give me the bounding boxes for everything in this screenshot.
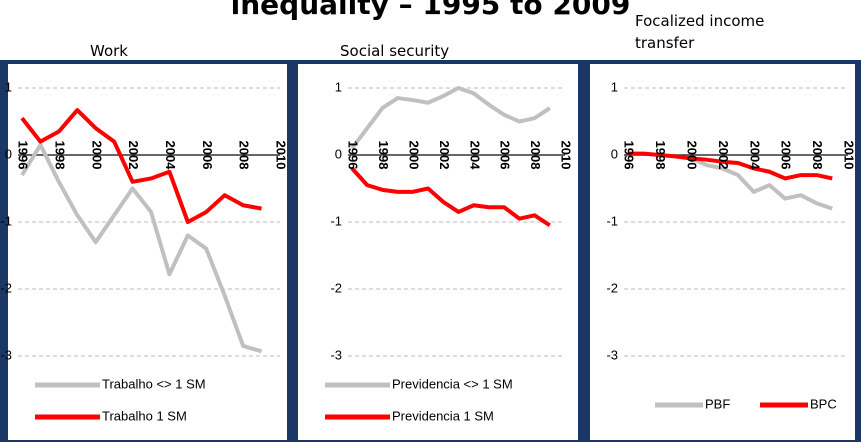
x-tick-label: 2008 [528, 141, 543, 170]
x-tick-label: 1996 [622, 141, 637, 170]
legend-label: Previdencia 1 SM [392, 408, 494, 423]
y-tick-label: -2 [606, 280, 618, 295]
x-tick-label: 2004 [163, 141, 178, 171]
x-tick-label: 2000 [406, 141, 421, 170]
x-tick-label: 2010 [842, 141, 857, 170]
x-tick-label: 2004 [467, 141, 482, 171]
x-tick-label: 1998 [376, 141, 391, 170]
series-line [20, 142, 263, 354]
legend-label: Trabalho 1 SM [102, 408, 187, 423]
y-tick-label: 1 [611, 79, 618, 94]
x-tick-label: 2006 [498, 141, 513, 170]
x-tick-label: 2006 [779, 141, 794, 170]
x-tick-label: 2002 [716, 141, 731, 170]
panel-title: Focalized income transfer [635, 12, 765, 52]
x-tick-label: 1998 [653, 141, 668, 170]
x-tick-label: 2010 [559, 141, 574, 170]
slide-title: inequality – 1995 to 2009 [230, 0, 631, 21]
series-line [350, 167, 551, 228]
x-tick-label: 2000 [89, 141, 104, 170]
panel-title: Social security [340, 42, 450, 60]
series-line [350, 86, 551, 150]
y-tick-label: 0 [5, 146, 12, 161]
legend-label: BPC [810, 396, 837, 411]
x-tick-label: 2000 [684, 141, 699, 170]
y-tick-label: -2 [0, 280, 12, 295]
series-line [20, 108, 262, 224]
legend-label: PBF [705, 396, 730, 411]
y-tick-label: -1 [606, 213, 618, 228]
legend-label: Trabalho <> 1 SM [102, 376, 206, 391]
x-tick-label: 1998 [52, 141, 67, 170]
y-tick-label: -3 [0, 347, 12, 362]
panel [298, 64, 578, 440]
x-tick-label: 1996 [346, 141, 361, 170]
y-tick-label: -1 [330, 213, 342, 228]
panel-title: Work [90, 42, 128, 60]
x-tick-label: 2002 [437, 141, 452, 170]
legend-label: Previdencia <> 1 SM [392, 376, 513, 391]
y-tick-label: -3 [330, 347, 342, 362]
x-tick-label: 1996 [16, 141, 31, 170]
y-tick-label: -2 [330, 280, 342, 295]
panel [590, 64, 855, 440]
x-tick-label: 2010 [274, 141, 289, 170]
y-tick-label: -3 [606, 347, 618, 362]
series-line [690, 156, 833, 211]
y-tick-label: 1 [5, 79, 12, 94]
y-tick-label: -1 [0, 213, 12, 228]
x-tick-label: 2004 [747, 141, 762, 171]
panel [8, 64, 287, 440]
x-tick-label: 2002 [126, 141, 141, 170]
y-tick-label: 0 [335, 146, 342, 161]
y-tick-label: 0 [611, 146, 618, 161]
y-tick-label: 1 [335, 79, 342, 94]
x-tick-label: 2008 [237, 141, 252, 170]
x-tick-label: 2006 [200, 141, 215, 170]
x-tick-label: 2008 [810, 141, 825, 170]
series-line [628, 151, 833, 181]
